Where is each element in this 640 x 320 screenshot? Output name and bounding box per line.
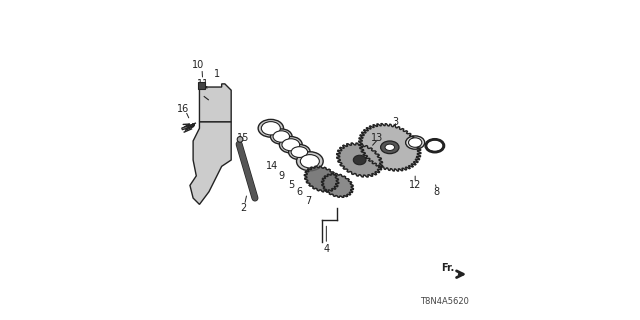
Ellipse shape (282, 139, 300, 151)
Text: 3: 3 (392, 117, 399, 127)
Text: 10: 10 (192, 60, 204, 70)
Text: 6: 6 (296, 187, 302, 197)
Text: 14: 14 (266, 161, 278, 171)
Text: 9: 9 (279, 171, 285, 181)
Ellipse shape (280, 137, 302, 153)
Ellipse shape (408, 138, 422, 147)
Text: T8N4A5620: T8N4A5620 (420, 297, 469, 306)
Text: 7: 7 (305, 196, 312, 206)
Text: 4: 4 (323, 244, 330, 254)
Ellipse shape (271, 129, 292, 144)
Ellipse shape (353, 155, 366, 165)
FancyBboxPatch shape (198, 82, 205, 89)
Ellipse shape (300, 155, 319, 168)
Ellipse shape (273, 131, 289, 142)
Ellipse shape (258, 119, 284, 137)
Ellipse shape (406, 136, 425, 149)
Text: 1: 1 (214, 69, 220, 79)
Text: 5: 5 (288, 180, 294, 190)
Polygon shape (337, 143, 383, 177)
Ellipse shape (381, 141, 399, 154)
Text: 11: 11 (196, 79, 209, 89)
Polygon shape (200, 84, 231, 122)
Polygon shape (359, 124, 421, 171)
Text: 8: 8 (434, 187, 440, 197)
Text: 15: 15 (237, 133, 250, 143)
Ellipse shape (289, 144, 310, 160)
Text: 12: 12 (409, 180, 421, 190)
Polygon shape (190, 122, 231, 204)
Text: 13: 13 (371, 133, 383, 143)
Ellipse shape (237, 137, 243, 142)
Polygon shape (321, 173, 353, 197)
Ellipse shape (261, 122, 280, 135)
FancyArrow shape (182, 124, 195, 130)
Polygon shape (305, 166, 339, 192)
Text: 2: 2 (240, 203, 246, 212)
Text: 16: 16 (177, 104, 189, 114)
Ellipse shape (296, 152, 323, 171)
Text: Fr.: Fr. (442, 263, 455, 273)
Ellipse shape (428, 140, 442, 151)
Ellipse shape (385, 144, 394, 150)
Ellipse shape (291, 147, 308, 157)
